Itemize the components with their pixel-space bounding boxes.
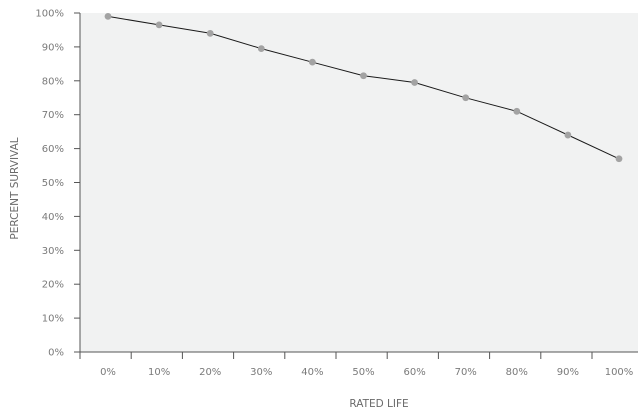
x-tick-label: 30% xyxy=(250,367,272,378)
x-tick-label: 20% xyxy=(199,367,221,378)
series-layer xyxy=(104,12,623,163)
x-tick-label: 0% xyxy=(100,367,116,378)
y-axis-title: PERCENT SURVIVAL xyxy=(9,137,21,239)
y-tick-label: 50% xyxy=(42,178,64,189)
x-tick-label: 90% xyxy=(557,367,579,378)
x-tick-label: 80% xyxy=(506,367,528,378)
x-axis-title: RATED LIFE xyxy=(349,398,408,410)
y-axis-ticks: 0% 10% 20% 30% 40% 50% 60% 70% 80% 90% 100% xyxy=(35,9,80,359)
y-tick-label: 90% xyxy=(42,42,64,53)
x-tick-label: 10% xyxy=(148,367,170,378)
data-point xyxy=(462,94,470,102)
y-tick-label: 60% xyxy=(42,144,64,155)
y-tick-label: 80% xyxy=(42,76,64,87)
data-point xyxy=(309,58,316,66)
x-tick-label: 60% xyxy=(403,367,425,378)
data-point xyxy=(155,21,163,29)
data-point xyxy=(257,45,265,52)
data-point xyxy=(411,79,418,86)
data-point xyxy=(564,131,572,139)
y-tick-label: 0% xyxy=(48,348,64,359)
x-tick-label: 40% xyxy=(301,367,323,378)
x-tick-label: 50% xyxy=(352,367,374,378)
x-tick-label: 70% xyxy=(455,367,477,378)
x-tick-label: 100% xyxy=(605,367,634,378)
data-point xyxy=(615,155,623,163)
y-tick-label: 10% xyxy=(42,314,64,325)
data-point xyxy=(360,72,367,80)
data-point xyxy=(513,107,521,115)
data-point xyxy=(104,12,112,20)
data-point xyxy=(206,29,214,37)
x-axis-ticks: 0% 10% 20% 30% 40% 50% 60% 70% 80% 90% 100% xyxy=(79,352,634,378)
plot-area xyxy=(80,13,638,352)
y-tick-label: 40% xyxy=(42,212,64,223)
y-tick-label: 70% xyxy=(42,110,64,121)
y-tick-label: 30% xyxy=(42,246,64,257)
y-tick-label: 100% xyxy=(35,9,64,20)
y-tick-label: 20% xyxy=(42,280,64,291)
